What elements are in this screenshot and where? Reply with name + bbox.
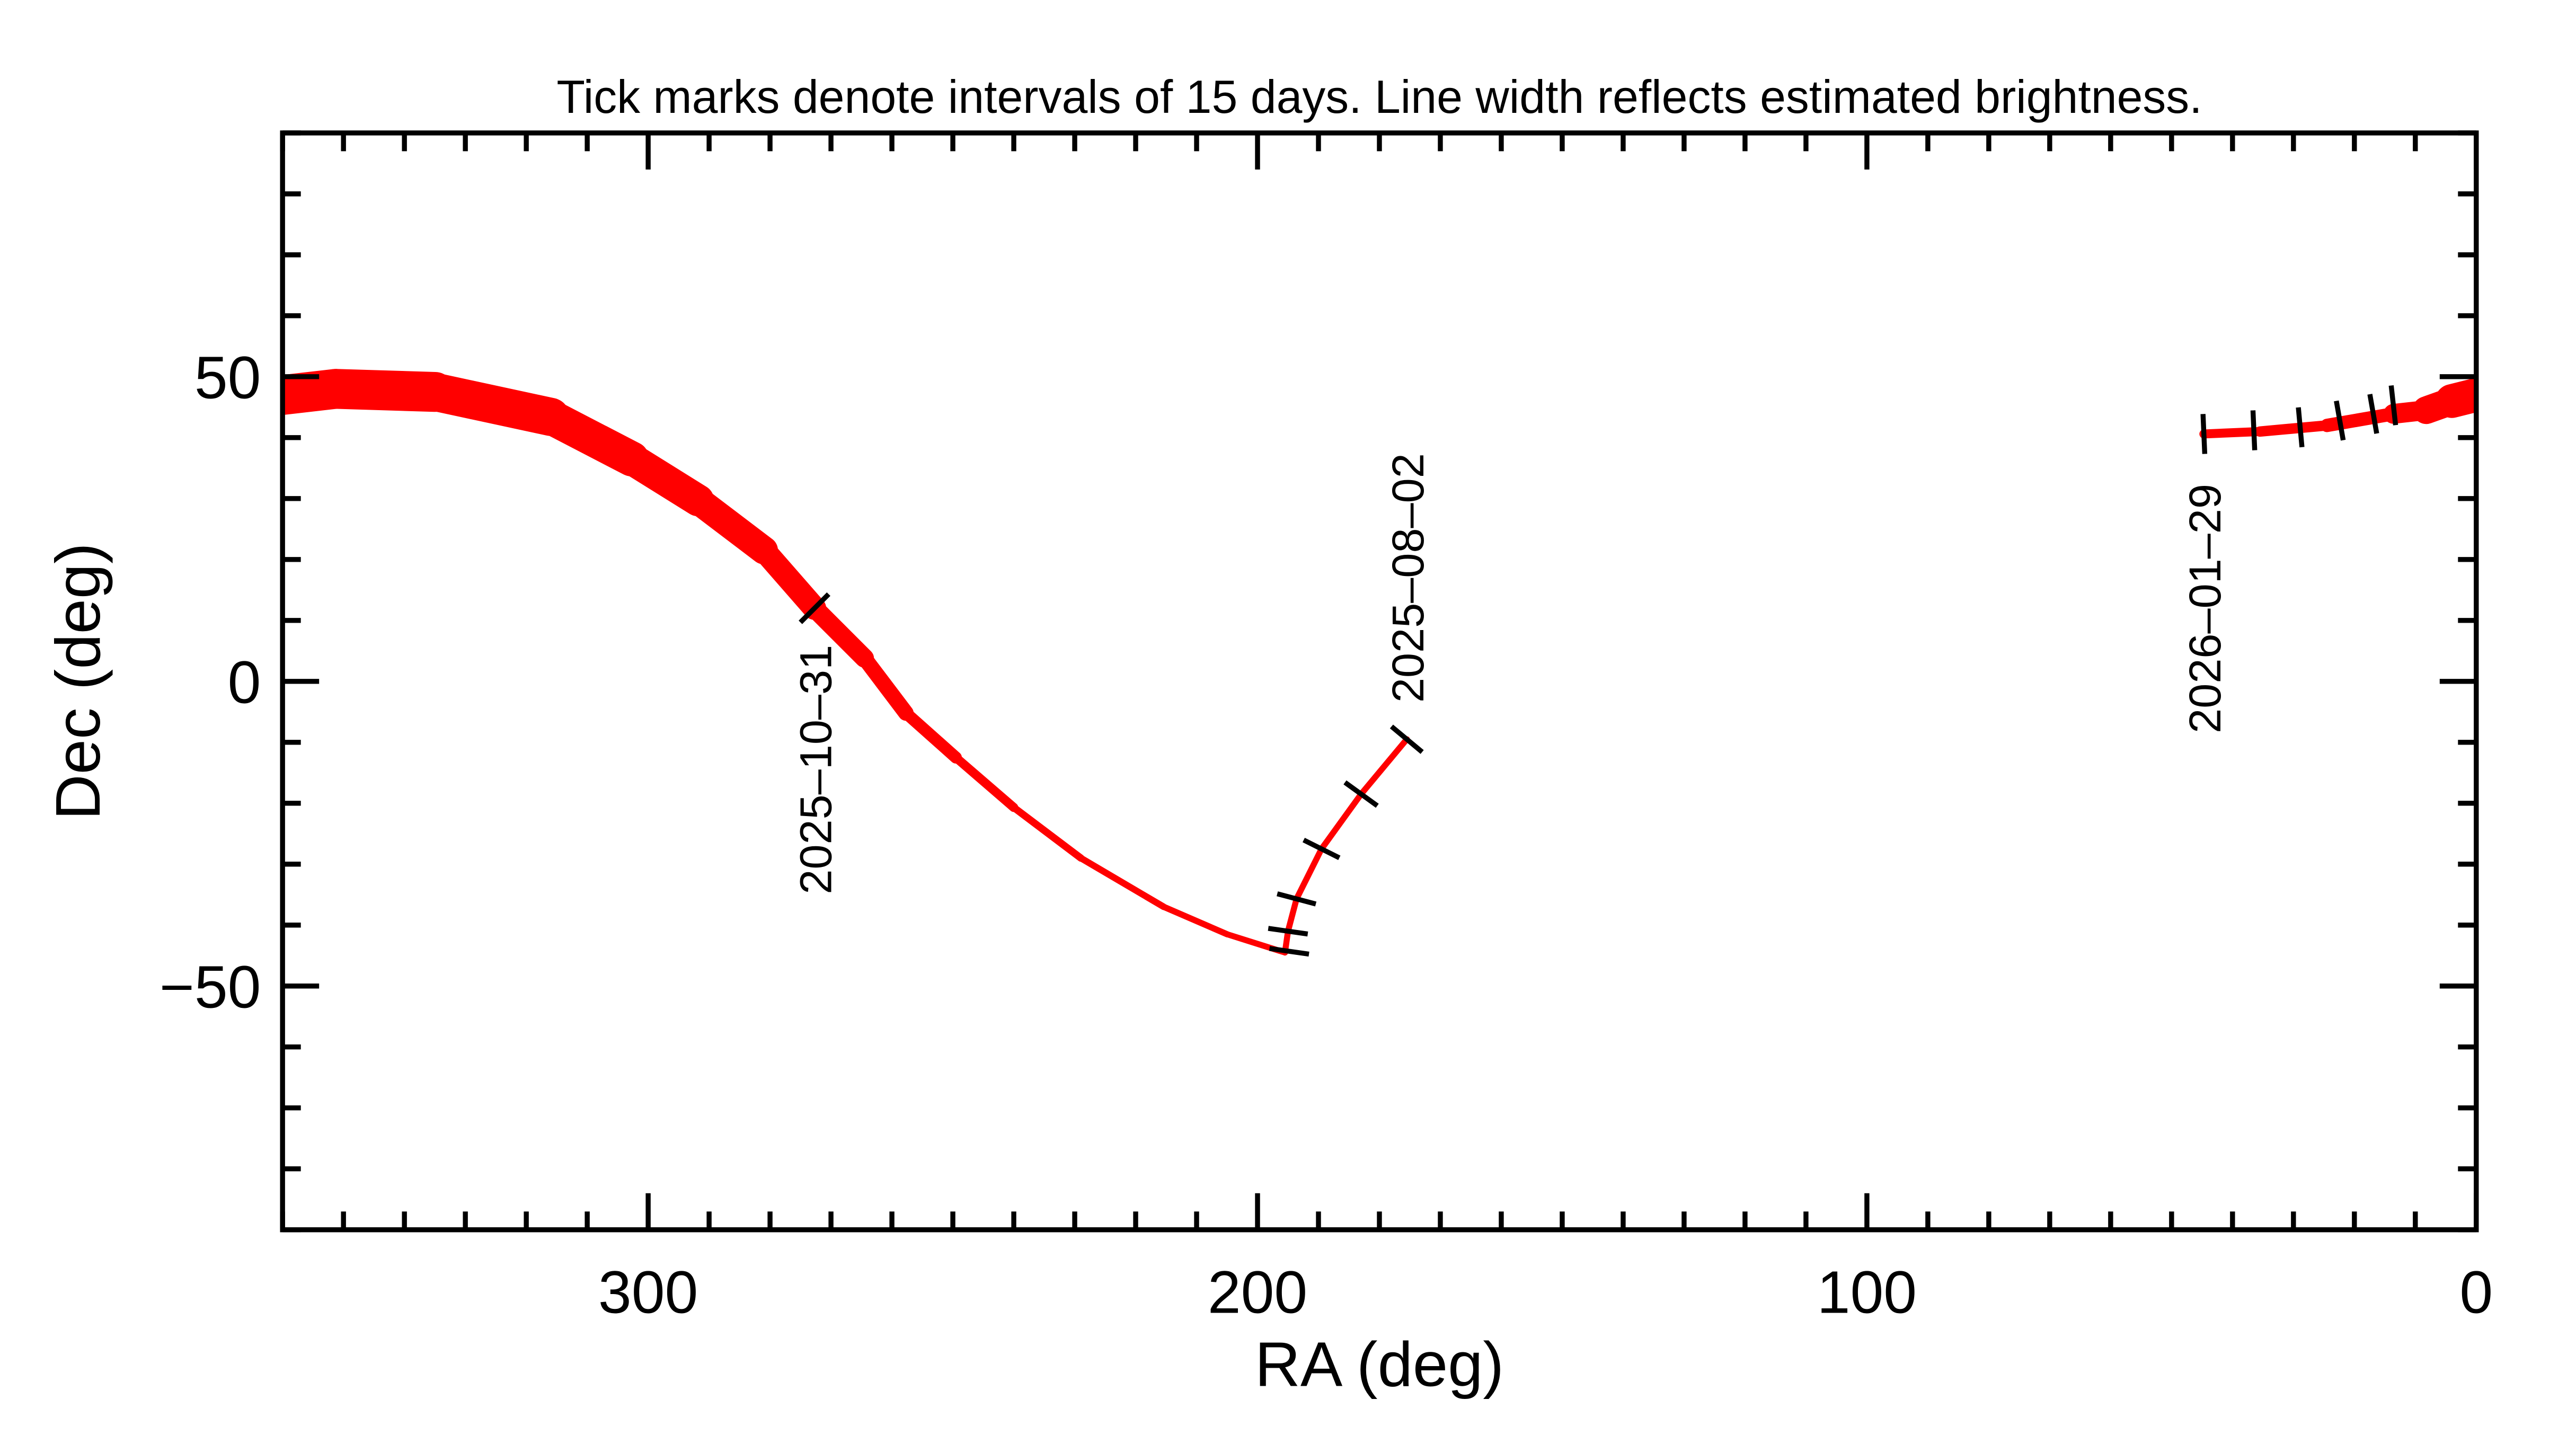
y-tick-label: −50	[160, 954, 261, 1021]
date-tick-mark	[2388, 385, 2398, 426]
track-segment	[282, 369, 356, 415]
date-tick-mark	[1343, 780, 1379, 808]
date-tick-mark	[2296, 407, 2305, 448]
date-tick-mark	[2250, 410, 2258, 450]
plot-frame	[280, 130, 2479, 1233]
date-tick-layer	[799, 385, 2398, 957]
track-segment	[1293, 846, 1325, 902]
track-segment	[1318, 791, 1365, 852]
date-tick-mark	[1268, 926, 1308, 937]
x-tick-label: 300	[598, 1259, 698, 1325]
track-segment	[1010, 803, 1085, 862]
track-segment	[1161, 903, 1231, 937]
x-tick-label: 200	[1208, 1259, 1307, 1325]
track-segment	[1077, 855, 1167, 910]
date-tick-mark	[1302, 837, 1341, 861]
date-tick-mark	[1389, 724, 1424, 754]
track-layer	[282, 369, 2476, 956]
y-tick-label: 50	[194, 344, 261, 411]
track-segment	[1285, 896, 1300, 934]
date-label: 2026–01–29	[2180, 484, 2230, 733]
date-tick-mark	[2334, 400, 2346, 441]
axes: 300 200 100 0 50 0 −50	[160, 130, 2493, 1325]
x-tick-label: 100	[1817, 1259, 1917, 1325]
track-segment	[856, 650, 914, 721]
track-segment	[2199, 427, 2265, 439]
track-segment	[2254, 420, 2332, 437]
date-tick-mark	[1269, 946, 1309, 957]
date-label: 2025–10–31	[790, 645, 840, 894]
track-segment	[805, 598, 874, 668]
date-tick-mark	[2200, 414, 2208, 454]
chart-title: Tick marks denote intervals of 15 days. …	[556, 71, 2202, 123]
date-label-layer: 2025–08–02 2025–10–31 2026–01–29	[790, 453, 2230, 894]
date-tick-mark	[2367, 394, 2379, 434]
track-segment	[1358, 736, 1410, 798]
x-axis-label: RA (deg)	[1255, 1329, 1504, 1399]
track-segment	[900, 707, 962, 764]
y-tick-label: 0	[228, 649, 261, 716]
date-tick-mark	[1277, 891, 1317, 907]
date-label: 2025–08–02	[1383, 453, 1433, 703]
x-tick-label: 0	[2459, 1259, 2493, 1325]
y-axis-label: Dec (deg)	[43, 543, 113, 820]
track-segment	[951, 753, 1019, 812]
date-tick-mark	[799, 592, 830, 624]
